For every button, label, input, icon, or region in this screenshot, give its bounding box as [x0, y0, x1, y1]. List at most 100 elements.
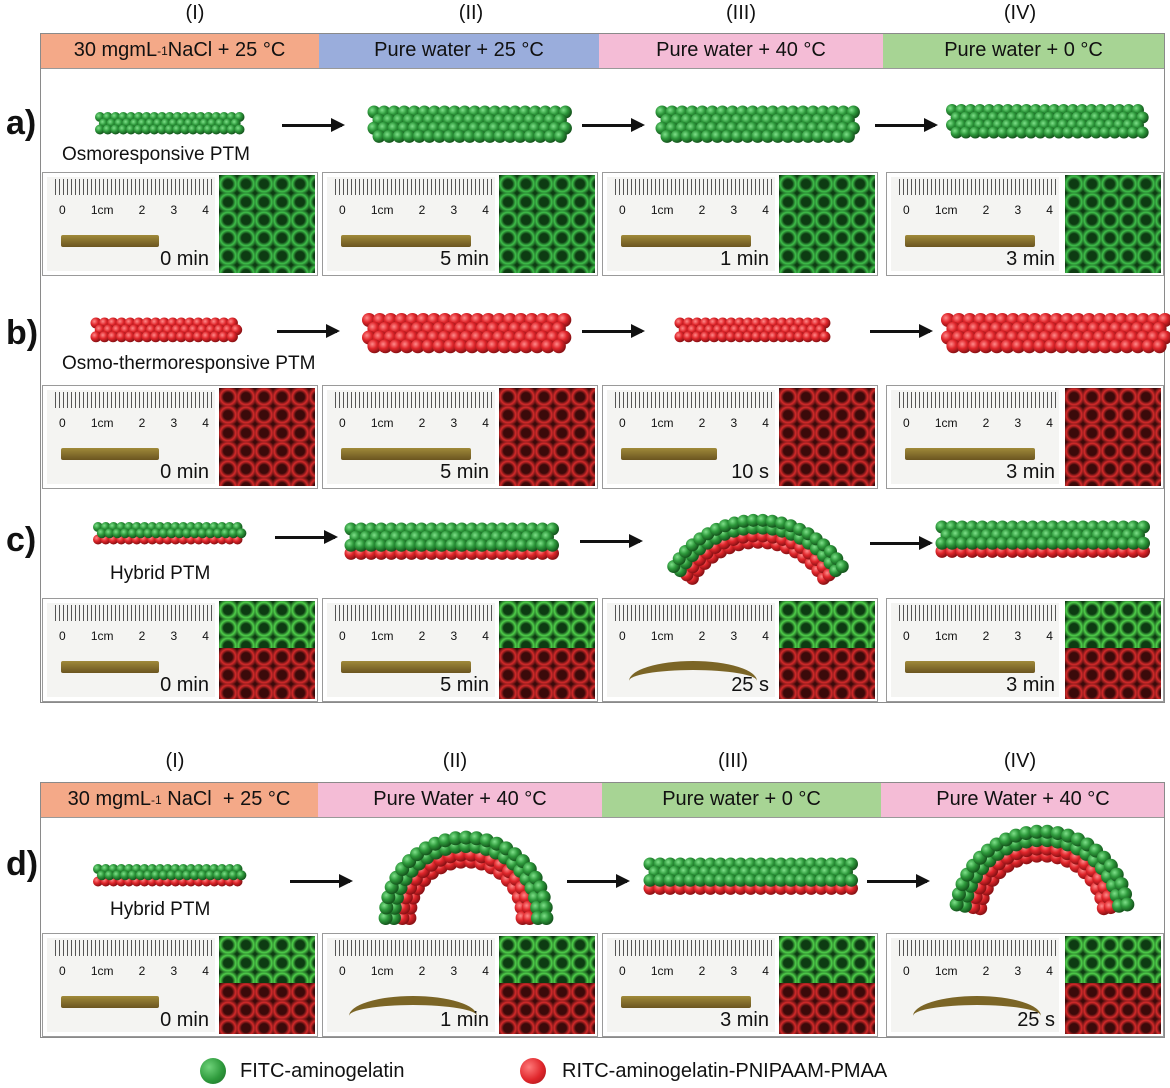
- bead-strip-a-4: [1136, 126, 1149, 139]
- hydrogel-sample: [61, 661, 159, 673]
- ruler-ticks: [55, 179, 215, 195]
- bottom-column-label-4: (IV): [1003, 750, 1037, 772]
- bead-strip-c-1: [127, 528, 138, 539]
- ruler-label: 4: [482, 629, 489, 643]
- ruler-label: 4: [482, 964, 489, 978]
- ruler-label: 3: [730, 416, 738, 430]
- arrow-d-2: [567, 874, 630, 888]
- fluorescence-micrograph: [1065, 936, 1161, 1034]
- column-label-2: (II): [458, 2, 484, 24]
- ruler-label: 2: [982, 629, 990, 643]
- bead-strip-a-4: [978, 126, 991, 139]
- ruler-label: 2: [418, 203, 426, 217]
- bead-strip-c-2: [364, 538, 378, 552]
- bead-strip-b-1: [107, 331, 119, 343]
- bead-strip-c-4: [1056, 536, 1070, 550]
- bead-strip-a-3: [841, 129, 855, 143]
- bottom-header-text-pre: 30 mgmL: [67, 788, 152, 810]
- bead-strip-c-4: [1016, 536, 1030, 550]
- bead-arc-d-4: [1029, 824, 1044, 839]
- bead-strip-c-2: [495, 538, 509, 552]
- ruler-label: 4: [1046, 203, 1053, 217]
- arrow-a-2: [582, 118, 645, 132]
- hydrogel-sample: [341, 661, 471, 673]
- bead-strip-a-4: [1043, 126, 1056, 139]
- bead-strip-b-1: [167, 331, 179, 343]
- bead-strip-c-4: [1076, 536, 1090, 550]
- bottom-column-label-3: (III): [718, 750, 748, 772]
- bead-strip-a-3: [751, 129, 765, 143]
- bead-strip-c-2: [505, 538, 519, 552]
- ruler-label: 1cm: [934, 203, 958, 217]
- bead-strip-c-1: [151, 528, 162, 539]
- bead-strip-a-4: [1118, 126, 1131, 139]
- bead-strip-c-1: [213, 528, 224, 539]
- image-cell-b-3: 0 1cm 2 3 4 10 s: [602, 385, 878, 489]
- bead-strip-c-2: [425, 538, 439, 552]
- bottom-header-superscript: -1: [151, 792, 162, 807]
- ruler-label: 4: [762, 629, 769, 643]
- bead-strip-b-4: [1044, 339, 1059, 354]
- bead-strip-a-3: [771, 129, 785, 143]
- ruler-label: 1cm: [934, 964, 958, 978]
- bead-strip-a-3: [670, 129, 684, 143]
- bead-strip-c-1: [104, 528, 115, 539]
- ruler-ticks: [615, 179, 775, 195]
- hydrogel-sample: [341, 448, 471, 460]
- arrow-d-1: [290, 874, 353, 888]
- bead-arc-c-3: [756, 513, 770, 527]
- row-caption-c: Hybrid PTM: [110, 563, 211, 584]
- ruler-label: 3: [730, 964, 738, 978]
- bead-strip-d-3: [794, 873, 808, 887]
- bead-strip-c-2: [415, 538, 429, 552]
- arrow-b-3: [870, 324, 933, 338]
- bead-strip-b-1: [218, 331, 230, 343]
- bead-arc-d-4: [1019, 826, 1034, 841]
- bead-strip-d-1: [120, 870, 131, 881]
- ruler-ticks: [55, 605, 215, 621]
- bead-strip-b-4: [989, 339, 1004, 354]
- bead-strip-a-2: [473, 129, 487, 143]
- bead-strip-b-4: [1109, 339, 1124, 354]
- ruler-label: 3: [170, 416, 178, 430]
- bottom-condition-header-water-40b: Pure Water + 40 °C: [881, 782, 1165, 818]
- image-cell-c-1: 0 1cm 2 3 4 0 min: [42, 598, 318, 702]
- hydrogel-sample: [61, 448, 159, 460]
- elapsed-time-label: 0 min: [160, 248, 209, 270]
- bead-arc-d-2: [378, 911, 393, 925]
- bead-strip-a-3: [710, 129, 724, 143]
- hydrogel-sample: [61, 235, 159, 247]
- bead-strip-c-4: [965, 536, 979, 550]
- sample-photo: 0 1cm 2 3 4: [607, 938, 775, 1032]
- bead-strip-c-2: [546, 538, 559, 552]
- bead-strip-b-4: [1054, 339, 1069, 354]
- bead-strip-b-2: [432, 339, 447, 354]
- bead-strip-a-2: [382, 129, 396, 143]
- bead-strip-c-1: [120, 528, 131, 539]
- bead-strip-b-2: [454, 339, 469, 354]
- bead-strip-b-1: [116, 331, 128, 343]
- bead-strip-b-2: [541, 339, 556, 354]
- bead-strip-b-1: [175, 331, 187, 343]
- fluorescence-micrograph: [499, 175, 595, 273]
- fluorescence-micrograph: [219, 388, 315, 486]
- bead-strip-a-2: [483, 129, 497, 143]
- bead-strip-c-2: [354, 538, 368, 552]
- bead-strip-a-2: [422, 129, 436, 143]
- bead-strip-b-4: [1000, 339, 1015, 354]
- bead-strip-d-3: [693, 873, 707, 887]
- bead-strip-a-4: [997, 126, 1010, 139]
- bead-strip-b-2: [378, 339, 393, 354]
- legend-red-label: RITC-aminogelatin-PNIPAAM-PMAA: [562, 1060, 888, 1082]
- bead-strip-a-2: [412, 129, 426, 143]
- bead-strip-d-1: [189, 870, 200, 881]
- bead-strip-a-4: [1127, 126, 1140, 139]
- bead-strip-c-2: [485, 538, 499, 552]
- bead-strip-b-1: [90, 331, 102, 343]
- bead-strip-b-4: [1087, 339, 1102, 354]
- bead-strip-a-1: [102, 124, 113, 135]
- bead-strip-a-4: [1108, 126, 1121, 139]
- ruler-label: 0: [903, 964, 910, 978]
- bead-strip-c-4: [1116, 536, 1130, 550]
- bead-strip-a-3: [690, 129, 704, 143]
